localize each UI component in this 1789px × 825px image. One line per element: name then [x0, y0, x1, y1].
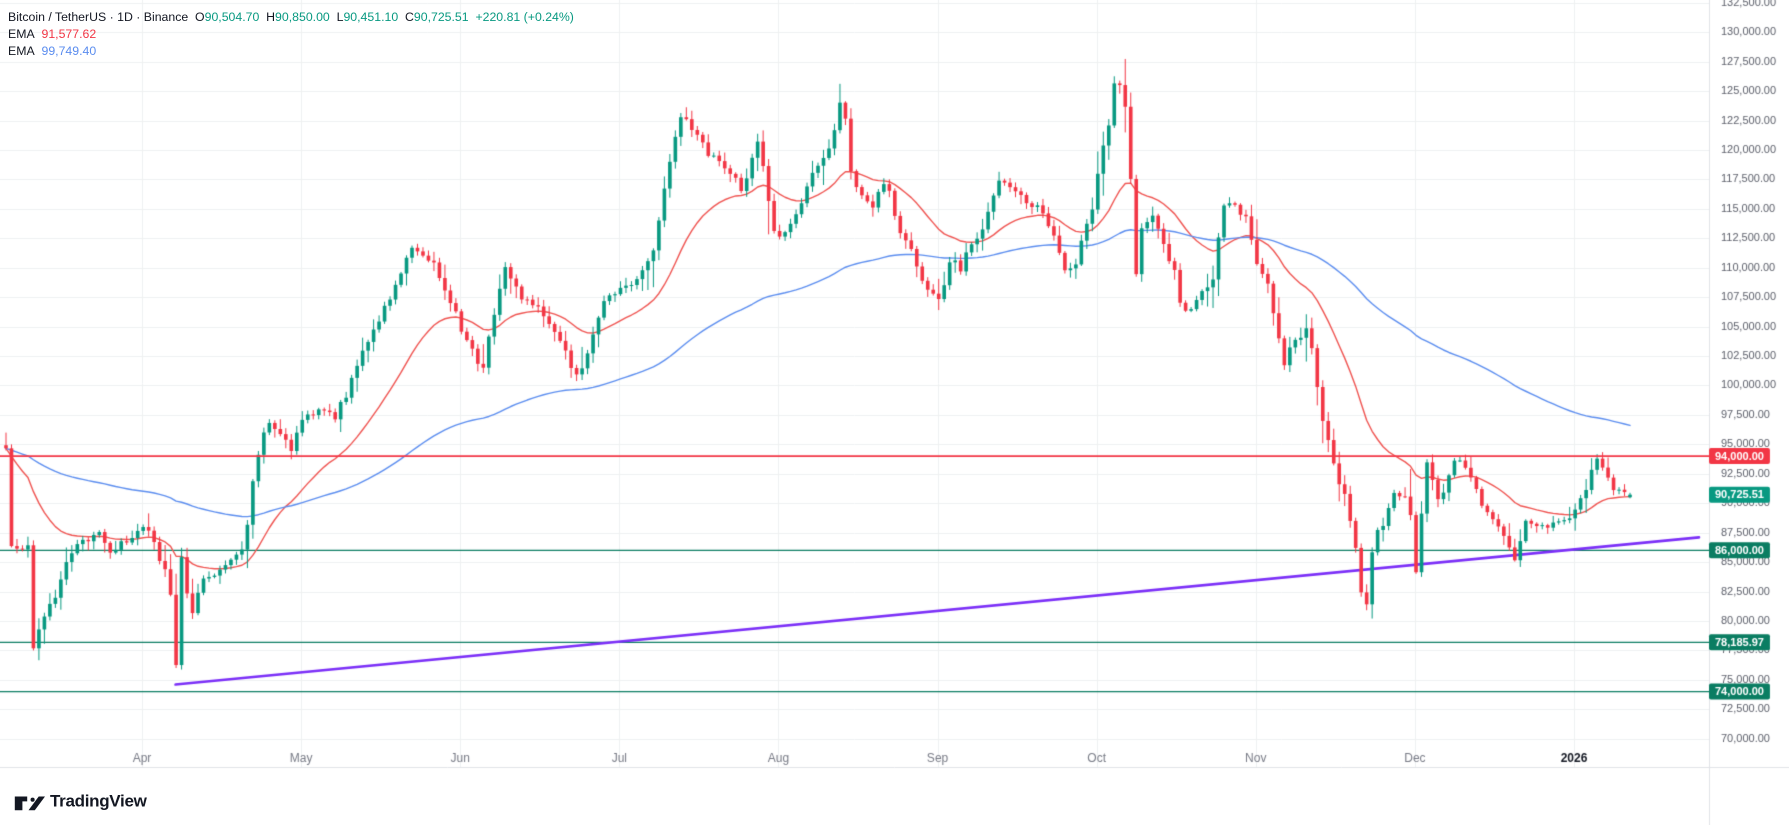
- svg-text:TradingView: TradingView: [50, 792, 148, 811]
